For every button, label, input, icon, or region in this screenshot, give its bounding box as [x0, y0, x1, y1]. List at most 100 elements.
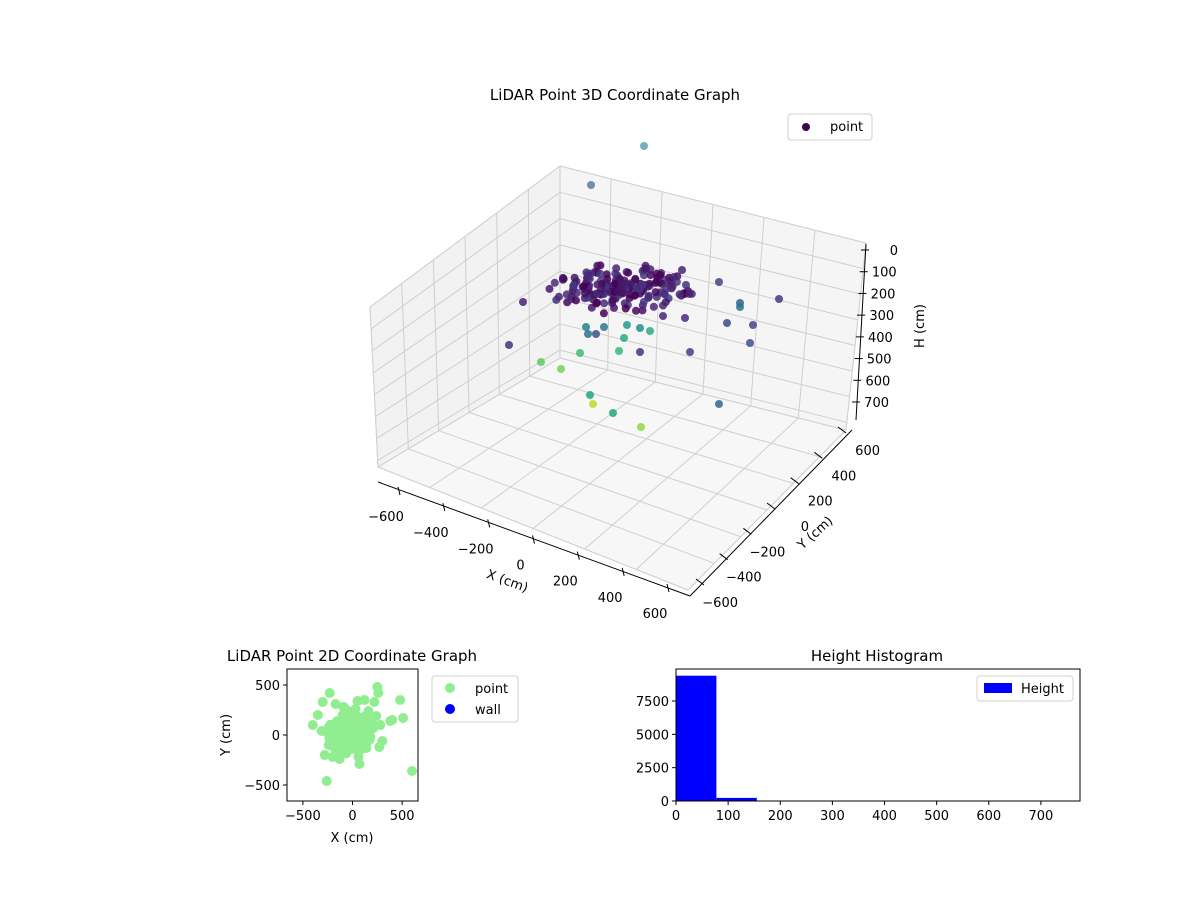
x-ticks-2d: −500 0 500 — [285, 801, 415, 824]
point-3d — [584, 330, 592, 338]
legend-2d-label-point: point — [475, 682, 508, 697]
chart-2d-scatter: LiDAR Point 2D Coordinate Graph −500 0 500… — [219, 647, 519, 846]
point-3d — [685, 289, 694, 298]
point-3d — [585, 274, 594, 283]
point-2d — [359, 695, 370, 705]
point-3d — [562, 290, 571, 299]
point-3d — [651, 278, 660, 287]
chart-height-histogram: Height Histogram 0 100 200 300 400 500 600 700 … — [636, 647, 1081, 824]
x-tick-3d: −200 — [458, 542, 494, 557]
point-3d — [582, 323, 590, 331]
legend-3d-label: point — [830, 120, 863, 135]
legend-3d-marker — [802, 123, 810, 131]
point-3d — [600, 323, 608, 331]
point-2d — [373, 688, 384, 698]
point-3d — [775, 295, 783, 303]
point-3d — [659, 301, 667, 310]
point-2d — [374, 742, 385, 752]
point-3d — [596, 269, 605, 278]
legend-2d: point wall — [431, 675, 519, 723]
point-3d — [670, 273, 678, 281]
point-2d — [350, 704, 361, 714]
grid-3d — [369, 165, 867, 591]
point-3d — [505, 341, 513, 349]
chart-3d: LiDAR Point 3D Coordinate Graph −600 −400… — [368, 86, 928, 622]
point-3d — [653, 272, 662, 281]
x-tick-hist: 100 — [716, 809, 741, 824]
z-ticks-3d: 0 100 200 300 400 500 600 700 — [852, 244, 898, 411]
point-3d — [715, 278, 723, 286]
point-3d — [582, 268, 591, 277]
hist-bar — [716, 797, 757, 801]
point-3d — [639, 271, 648, 280]
point-2d — [337, 724, 348, 735]
point-2d — [407, 766, 417, 776]
point-3d — [624, 268, 633, 277]
y-tick-3d: 400 — [832, 469, 857, 484]
point-3d — [569, 281, 578, 290]
point-3d — [681, 314, 689, 322]
point-3d — [537, 358, 545, 366]
point-3d — [593, 261, 602, 270]
point-2d — [395, 695, 406, 705]
point-2d — [371, 711, 382, 721]
point-2d — [317, 697, 328, 707]
point-3d — [661, 285, 670, 294]
point-3d — [611, 279, 619, 288]
point-3d — [615, 347, 623, 355]
x-axis-label-2d: X (cm) — [331, 831, 374, 846]
point-3d — [663, 279, 672, 288]
point-2d — [369, 697, 380, 707]
point-3d — [519, 298, 527, 306]
point-3d — [618, 287, 627, 296]
y-tick-3d: 200 — [808, 495, 833, 510]
z-axis-label-3d: H (cm) — [913, 304, 928, 348]
point-3d — [557, 365, 565, 373]
x-tick-2d: 0 — [348, 809, 356, 824]
point-3d — [623, 321, 631, 329]
point-3d — [649, 302, 658, 311]
point-2d — [321, 776, 332, 786]
y-ticks-3d: 600 400 200 0 −200 −400 −600 — [695, 426, 880, 611]
chart2d-title: LiDAR Point 2D Coordinate Graph — [227, 647, 477, 665]
point-3d — [651, 288, 660, 297]
point-3d — [641, 264, 650, 273]
point-3d — [593, 280, 602, 289]
z-tick-3d: 600 — [865, 374, 890, 389]
point-3d — [592, 330, 600, 338]
y-ticks-2d: 500 0 −500 — [244, 679, 287, 794]
x-tick-hist: 0 — [672, 809, 680, 824]
point-3d — [550, 278, 559, 287]
y-ticks-hist: 0 2500 5000 7500 — [636, 695, 676, 810]
point-3d — [646, 327, 654, 335]
point-3d — [631, 291, 640, 300]
point-3d — [631, 274, 640, 283]
x-tick-hist: 300 — [820, 809, 845, 824]
point-3d — [570, 273, 579, 282]
point-2d — [330, 699, 341, 709]
point-3d — [659, 312, 667, 320]
point-2d — [338, 702, 349, 712]
point-2d — [354, 759, 365, 769]
point-2d — [339, 732, 350, 743]
z-tick-3d: 200 — [871, 287, 896, 302]
point-3d — [686, 348, 694, 356]
point-3d — [749, 321, 757, 329]
point-3d — [586, 391, 594, 399]
point-3d — [587, 181, 595, 189]
point-2d — [351, 744, 362, 755]
point-3d — [608, 296, 617, 305]
x-tick-hist: 200 — [768, 809, 793, 824]
x-tick-3d: 200 — [553, 575, 578, 590]
point-3d — [736, 303, 744, 311]
hist-bar — [676, 675, 717, 801]
point-2d — [307, 720, 318, 730]
legend-2d-marker-wall — [445, 704, 455, 714]
y-tick-hist: 5000 — [636, 728, 669, 743]
y-tick-3d: 0 — [801, 520, 809, 535]
y-tick-3d: −200 — [750, 545, 786, 560]
z-tick-3d: 400 — [868, 331, 893, 346]
point-2d — [324, 724, 335, 735]
point-3d — [723, 319, 731, 327]
point-3d — [715, 400, 723, 408]
